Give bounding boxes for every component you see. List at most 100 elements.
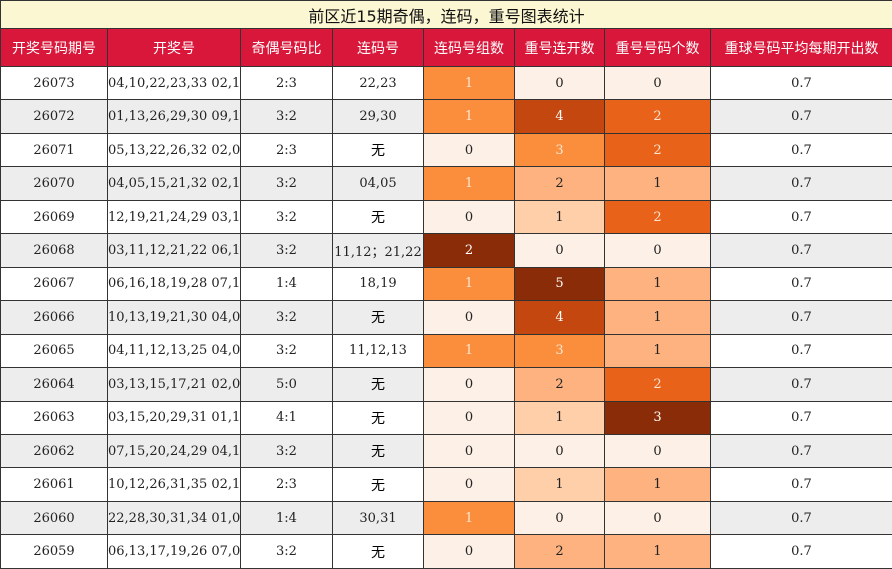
numbers-cell: 10,13,19,21,30 04,05 — [108, 301, 241, 334]
header-consecutive: 连码号 — [333, 29, 424, 67]
consecutive-groups-cell: 1 — [424, 100, 515, 133]
consecutive-cell: 04,05 — [333, 167, 424, 200]
consecutive-groups-cell: 0 — [424, 301, 515, 334]
consecutive-cell: 无 — [333, 133, 424, 166]
odd-even-ratio-cell: 2:3 — [241, 67, 333, 100]
consecutive-cell: 18,19 — [333, 267, 424, 300]
repeat-average-cell: 0.7 — [711, 100, 892, 133]
consecutive-groups-cell: 0 — [424, 200, 515, 233]
repeat-average-cell: 0.7 — [711, 67, 892, 100]
header-repeat-count: 重号号码个数 — [605, 29, 711, 67]
numbers-cell: 03,13,15,17,21 02,07 — [108, 368, 241, 401]
issue-cell: 26066 — [1, 301, 108, 334]
title-row: 前区近15期奇偶，连码，重号图表统计 — [1, 1, 892, 29]
repeat-count-cell: 0 — [605, 234, 711, 267]
header-numbers: 开奖号 — [108, 29, 241, 67]
consecutive-cell: 无 — [333, 200, 424, 233]
odd-even-ratio-cell: 3:2 — [241, 100, 333, 133]
consecutive-groups-cell: 2 — [424, 234, 515, 267]
numbers-cell: 03,11,12,21,22 06,10 — [108, 234, 241, 267]
numbers-cell: 10,12,26,31,35 02,12 — [108, 468, 241, 501]
header-repeat-streak: 重号连开数 — [515, 29, 605, 67]
consecutive-cell: 无 — [333, 368, 424, 401]
repeat-count-cell: 1 — [605, 167, 711, 200]
repeat-count-cell: 2 — [605, 368, 711, 401]
consecutive-groups-cell: 1 — [424, 67, 515, 100]
issue-cell: 26063 — [1, 401, 108, 434]
header-row: 开奖号码期号 开奖号 奇偶号码比 连码号 连码号组数 重号连开数 重号号码个数 … — [1, 29, 892, 67]
consecutive-groups-cell: 0 — [424, 535, 515, 568]
consecutive-groups-cell: 0 — [424, 368, 515, 401]
repeat-streak-cell: 3 — [515, 133, 605, 166]
odd-even-ratio-cell: 3:2 — [241, 535, 333, 568]
consecutive-groups-cell: 1 — [424, 267, 515, 300]
repeat-count-cell: 2 — [605, 133, 711, 166]
odd-even-ratio-cell: 4:1 — [241, 401, 333, 434]
repeat-streak-cell: 2 — [515, 535, 605, 568]
odd-even-ratio-cell: 2:3 — [241, 468, 333, 501]
issue-cell: 26060 — [1, 501, 108, 534]
numbers-cell: 12,19,21,24,29 03,10 — [108, 200, 241, 233]
repeat-streak-cell: 5 — [515, 267, 605, 300]
numbers-cell: 05,13,22,26,32 02,03 — [108, 133, 241, 166]
header-odd-even-ratio: 奇偶号码比 — [241, 29, 333, 67]
consecutive-cell: 无 — [333, 535, 424, 568]
repeat-average-cell: 0.7 — [711, 535, 892, 568]
repeat-average-cell: 0.7 — [711, 501, 892, 534]
repeat-average-cell: 0.7 — [711, 434, 892, 467]
repeat-streak-cell: 2 — [515, 368, 605, 401]
odd-even-ratio-cell: 3:2 — [241, 301, 333, 334]
consecutive-cell: 无 — [333, 301, 424, 334]
repeat-streak-cell: 0 — [515, 501, 605, 534]
consecutive-cell: 无 — [333, 468, 424, 501]
repeat-average-cell: 0.7 — [711, 133, 892, 166]
consecutive-cell: 22,23 — [333, 67, 424, 100]
repeat-streak-cell: 2 — [515, 167, 605, 200]
repeat-count-cell: 1 — [605, 468, 711, 501]
repeat-count-cell: 3 — [605, 401, 711, 434]
header-issue: 开奖号码期号 — [1, 29, 108, 67]
repeat-count-cell: 1 — [605, 334, 711, 367]
repeat-count-cell: 0 — [605, 434, 711, 467]
numbers-cell: 22,28,30,31,34 01,05 — [108, 501, 241, 534]
consecutive-cell: 29,30 — [333, 100, 424, 133]
header-repeat-average: 重球号码平均每期开出数 — [711, 29, 892, 67]
repeat-average-cell: 0.7 — [711, 468, 892, 501]
repeat-average-cell: 0.7 — [711, 267, 892, 300]
numbers-cell: 06,16,18,19,28 07,11 — [108, 267, 241, 300]
numbers-cell: 01,13,26,29,30 09,11 — [108, 100, 241, 133]
issue-cell: 26062 — [1, 434, 108, 467]
repeat-average-cell: 0.7 — [711, 234, 892, 267]
consecutive-cell: 无 — [333, 401, 424, 434]
table-title: 前区近15期奇偶，连码，重号图表统计 — [1, 1, 892, 29]
issue-cell: 26061 — [1, 468, 108, 501]
repeat-count-cell: 2 — [605, 100, 711, 133]
issue-cell: 26069 — [1, 200, 108, 233]
odd-even-ratio-cell: 3:2 — [241, 167, 333, 200]
repeat-streak-cell: 3 — [515, 334, 605, 367]
numbers-cell: 03,15,20,29,31 01,12 — [108, 401, 241, 434]
consecutive-groups-cell: 0 — [424, 434, 515, 467]
odd-even-ratio-cell: 3:2 — [241, 334, 333, 367]
repeat-count-cell: 2 — [605, 200, 711, 233]
repeat-streak-cell: 4 — [515, 301, 605, 334]
numbers-cell: 06,13,17,19,26 07,08 — [108, 535, 241, 568]
issue-cell: 26059 — [1, 535, 108, 568]
repeat-streak-cell: 0 — [515, 67, 605, 100]
odd-even-ratio-cell: 1:4 — [241, 267, 333, 300]
issue-cell: 26068 — [1, 234, 108, 267]
odd-even-ratio-cell: 3:2 — [241, 234, 333, 267]
